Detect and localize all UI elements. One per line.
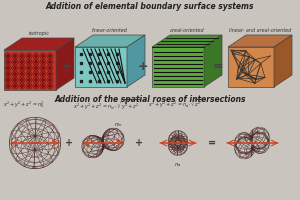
Bar — [116, 71, 118, 73]
Circle shape — [42, 73, 44, 75]
Circle shape — [42, 61, 44, 63]
Circle shape — [35, 73, 37, 75]
Text: $x^2+y^2+z^2=n_a\cdot\sqrt{z^2}$: $x^2+y^2+z^2=n_a\cdot\sqrt{z^2}$ — [148, 99, 203, 110]
Bar — [80, 62, 82, 64]
Bar — [107, 80, 109, 82]
Polygon shape — [4, 50, 56, 90]
Text: $n_{ln}$: $n_{ln}$ — [114, 121, 122, 129]
Circle shape — [42, 79, 44, 81]
Circle shape — [7, 61, 9, 63]
Circle shape — [28, 85, 30, 87]
Text: +: + — [135, 138, 143, 148]
Circle shape — [21, 67, 23, 69]
Circle shape — [21, 61, 23, 63]
Bar — [107, 71, 109, 73]
Text: +: + — [65, 138, 73, 148]
Circle shape — [35, 67, 37, 69]
Polygon shape — [4, 38, 74, 50]
Bar — [89, 53, 91, 55]
Bar — [89, 62, 91, 64]
Circle shape — [7, 79, 9, 81]
Bar — [80, 53, 82, 55]
Bar — [98, 71, 100, 73]
Polygon shape — [152, 47, 204, 87]
Polygon shape — [75, 47, 127, 87]
Circle shape — [21, 79, 23, 81]
Bar — [107, 62, 109, 64]
Bar — [98, 53, 100, 55]
Bar — [98, 80, 100, 82]
Circle shape — [49, 73, 51, 75]
Text: =: = — [213, 60, 223, 73]
Circle shape — [49, 79, 51, 81]
Polygon shape — [228, 35, 292, 47]
Circle shape — [7, 85, 9, 87]
Circle shape — [35, 61, 37, 63]
Text: linear-oriented: linear-oriented — [92, 28, 128, 33]
Circle shape — [14, 55, 16, 57]
Circle shape — [14, 79, 16, 81]
Circle shape — [14, 67, 16, 69]
Text: +: + — [62, 60, 72, 73]
Polygon shape — [56, 38, 74, 90]
Circle shape — [7, 55, 9, 57]
Text: $n_0$: $n_0$ — [31, 164, 39, 172]
Circle shape — [21, 85, 23, 87]
Circle shape — [35, 85, 37, 87]
Text: Addition of the spatial roses of intersections: Addition of the spatial roses of interse… — [54, 95, 246, 104]
Bar — [89, 71, 91, 73]
Text: linear- and areal-oriented: linear- and areal-oriented — [229, 28, 291, 33]
Circle shape — [35, 55, 37, 57]
Text: isotropic: isotropic — [28, 31, 50, 36]
Circle shape — [28, 73, 30, 75]
Bar — [80, 71, 82, 73]
Bar — [98, 62, 100, 64]
Bar — [116, 53, 118, 55]
Bar — [107, 53, 109, 55]
Circle shape — [28, 79, 30, 81]
Bar — [89, 80, 91, 82]
Circle shape — [49, 85, 51, 87]
Polygon shape — [127, 35, 145, 87]
Circle shape — [42, 55, 44, 57]
Polygon shape — [228, 47, 274, 87]
Circle shape — [28, 61, 30, 63]
Circle shape — [49, 55, 51, 57]
Bar — [116, 80, 118, 82]
Circle shape — [28, 55, 30, 57]
Bar — [80, 80, 82, 82]
Circle shape — [42, 85, 44, 87]
Polygon shape — [204, 35, 222, 87]
Polygon shape — [75, 35, 145, 47]
Circle shape — [49, 67, 51, 69]
Circle shape — [21, 55, 23, 57]
Circle shape — [21, 73, 23, 75]
Circle shape — [7, 73, 9, 75]
Text: $x^2+y^2+z^2=n_{ln}\cdot\sqrt{y^2+z^2}$: $x^2+y^2+z^2=n_{ln}\cdot\sqrt{y^2+z^2}$ — [73, 99, 140, 112]
Text: $n_a$: $n_a$ — [174, 161, 182, 169]
Polygon shape — [274, 35, 292, 87]
Bar — [116, 62, 118, 64]
Circle shape — [7, 67, 9, 69]
Circle shape — [42, 67, 44, 69]
Text: Addition of elemental boundary surface systems: Addition of elemental boundary surface s… — [46, 2, 254, 11]
Text: =: = — [208, 138, 216, 148]
Text: +: + — [138, 60, 148, 73]
Circle shape — [28, 67, 30, 69]
Circle shape — [14, 73, 16, 75]
Circle shape — [49, 61, 51, 63]
Text: $x^2+y^2+z^2=n_0^2$: $x^2+y^2+z^2=n_0^2$ — [3, 99, 44, 110]
Circle shape — [14, 85, 16, 87]
Polygon shape — [152, 35, 222, 47]
Text: areal-oriented: areal-oriented — [170, 28, 204, 33]
Circle shape — [35, 79, 37, 81]
Circle shape — [14, 61, 16, 63]
